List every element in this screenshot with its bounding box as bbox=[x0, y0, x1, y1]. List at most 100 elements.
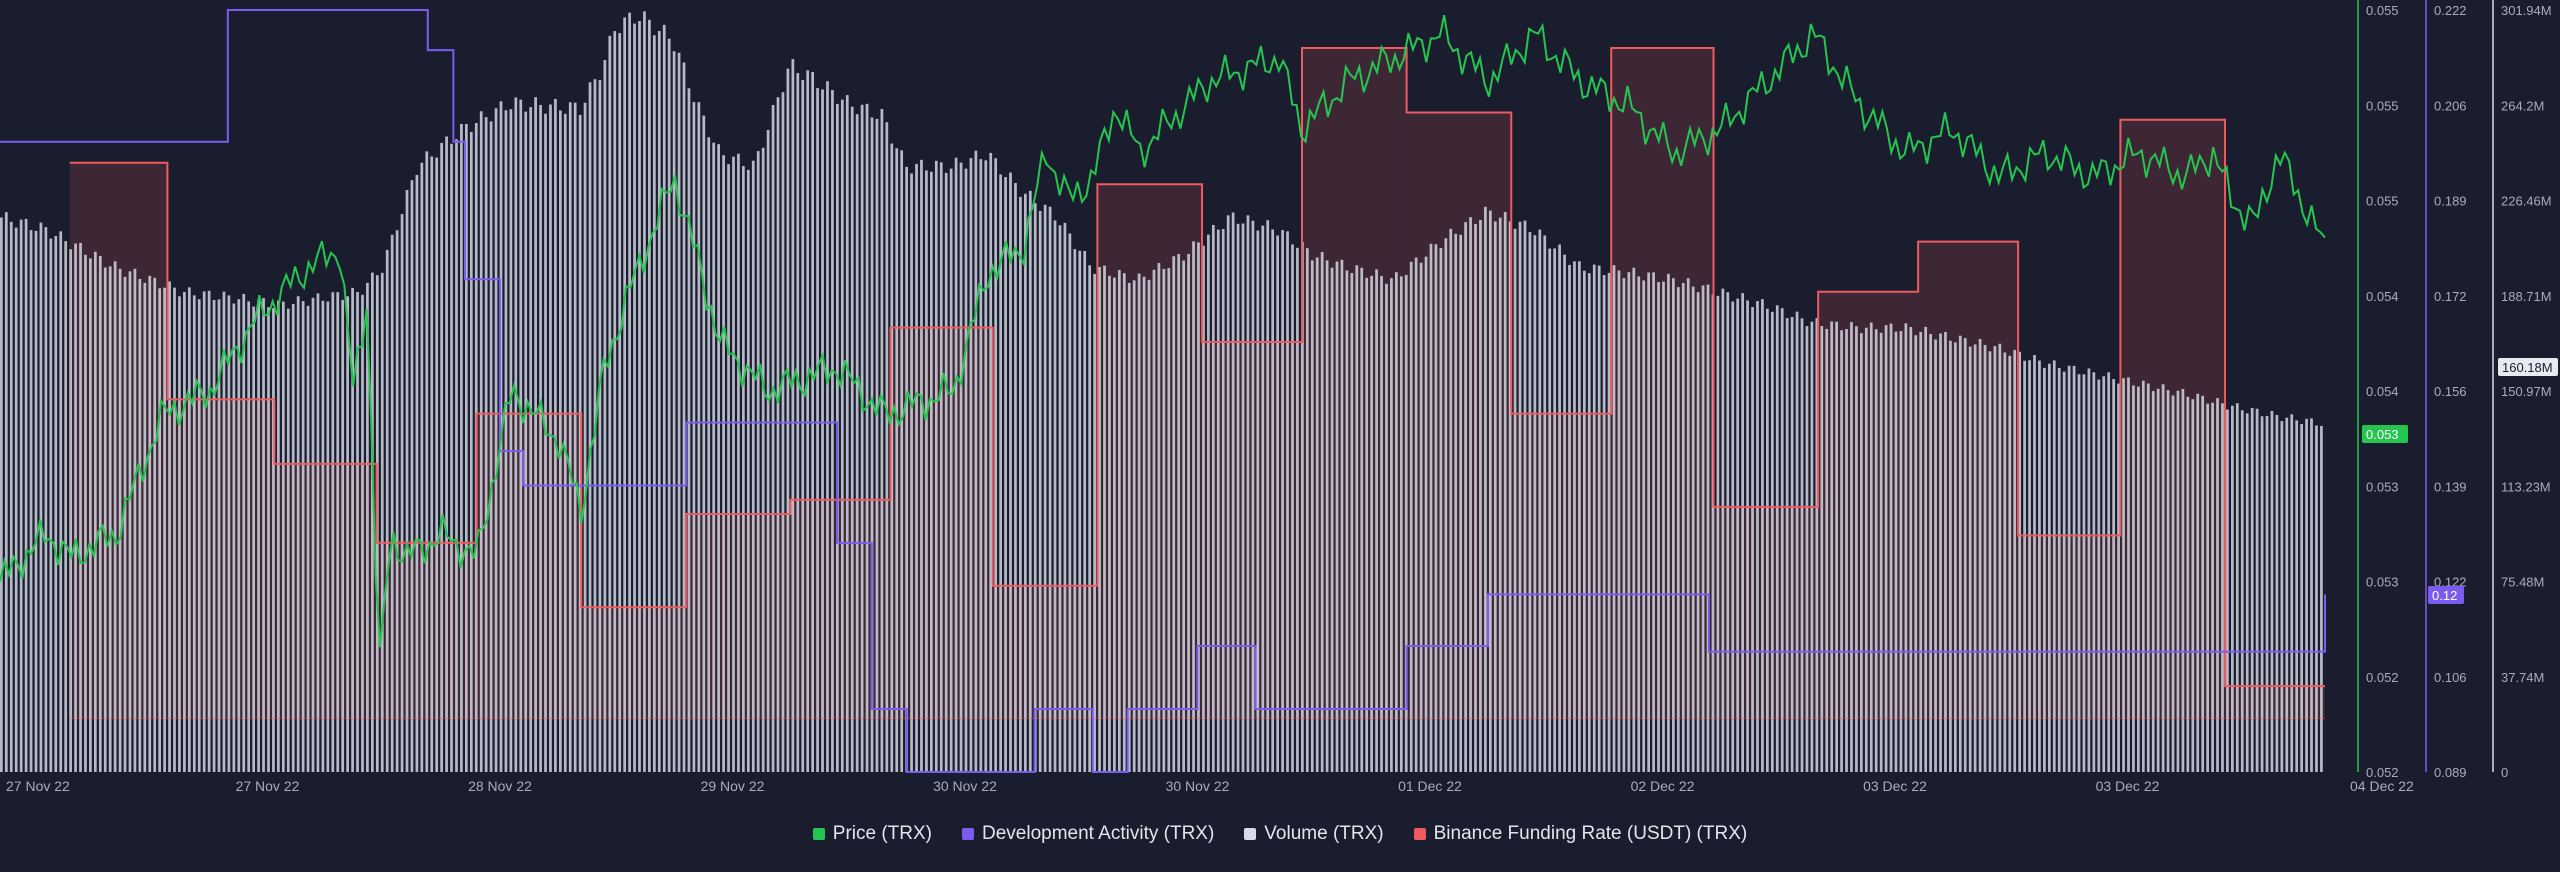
volume-bar bbox=[1627, 272, 1631, 772]
dev-activity-axis-tick-label: 0.222 bbox=[2434, 3, 2467, 18]
volume-bar bbox=[2176, 390, 2180, 772]
volume-bar bbox=[1780, 308, 1784, 772]
volume-bar bbox=[573, 102, 577, 772]
volume-bar bbox=[2122, 378, 2125, 772]
volume-bar bbox=[1676, 287, 1680, 772]
volume-bar bbox=[1429, 243, 1433, 772]
volume-bar bbox=[583, 102, 587, 772]
volume-bar bbox=[2255, 408, 2259, 772]
volume-bar bbox=[504, 110, 508, 772]
volume-bar bbox=[232, 303, 236, 772]
volume-bar bbox=[14, 227, 18, 773]
volume-bar bbox=[1241, 223, 1245, 772]
volume-bar bbox=[1563, 254, 1566, 772]
x-axis-tick-label: 01 Dec 22 bbox=[1398, 778, 1462, 794]
volume-bar bbox=[1305, 248, 1309, 772]
legend-item-volume[interactable]: Volume (TRX) bbox=[1244, 823, 1384, 845]
volume-bar bbox=[1508, 221, 1512, 773]
volume-bar bbox=[1716, 295, 1720, 772]
volume-bar bbox=[267, 307, 270, 772]
volume-bar bbox=[469, 131, 473, 772]
volume-bar bbox=[786, 68, 790, 773]
volume-bar bbox=[222, 291, 226, 772]
volume-bar bbox=[1216, 229, 1220, 773]
volume-bar bbox=[2300, 424, 2303, 772]
volume-bar bbox=[756, 151, 760, 772]
volume-bar bbox=[742, 165, 745, 772]
legend-item-funding-rate[interactable]: Binance Funding Rate (USDT) (TRX) bbox=[1413, 823, 1747, 845]
volume-bar bbox=[1731, 301, 1735, 772]
volume-bar bbox=[974, 150, 978, 772]
volume-bar bbox=[979, 159, 983, 772]
volume-bar bbox=[29, 230, 33, 773]
volume-bar bbox=[1424, 256, 1428, 772]
volume-bar bbox=[1795, 311, 1799, 772]
volume-bar bbox=[1741, 293, 1744, 772]
volume-bar bbox=[1147, 279, 1151, 772]
volume-bar bbox=[930, 171, 933, 772]
x-axis-tick-label: 30 Nov 22 bbox=[933, 778, 997, 794]
volume-bar bbox=[618, 33, 622, 773]
volume-bar bbox=[1370, 275, 1373, 772]
volume-bar bbox=[1686, 278, 1690, 772]
volume-bar bbox=[1444, 238, 1448, 773]
funding-rate-segment bbox=[1406, 112, 1512, 719]
volume-bar bbox=[1533, 235, 1537, 772]
volume-bar bbox=[964, 168, 968, 773]
volume-bar bbox=[2310, 418, 2313, 772]
volume-bar bbox=[1558, 244, 1561, 772]
volume-bar bbox=[39, 222, 43, 773]
legend-item-dev-activity[interactable]: Development Activity (TRX) bbox=[962, 823, 1214, 845]
volume-bar bbox=[1474, 223, 1477, 773]
volume-bar bbox=[2275, 414, 2279, 772]
x-axis-tick-label: 02 Dec 22 bbox=[1631, 778, 1695, 794]
dev-activity-axis-tick-label: 0.089 bbox=[2434, 765, 2467, 780]
legend-swatch-price bbox=[812, 828, 825, 840]
volume-bar bbox=[707, 137, 711, 773]
volume-bar bbox=[1756, 301, 1759, 772]
volume-bar bbox=[826, 81, 829, 772]
volume-bar bbox=[1983, 344, 1987, 772]
volume-bar bbox=[840, 99, 844, 772]
volume-bar bbox=[2013, 349, 2017, 772]
volume-bar bbox=[1830, 321, 1834, 772]
legend-item-price[interactable]: Price (TRX) bbox=[812, 823, 932, 845]
volume-bar bbox=[717, 144, 721, 772]
volume-bar bbox=[1785, 318, 1789, 772]
volume-bar bbox=[143, 282, 147, 772]
volume-bar bbox=[623, 17, 627, 772]
volume-bar bbox=[1543, 235, 1547, 773]
volume-bar bbox=[1622, 278, 1626, 772]
volume-bar bbox=[113, 261, 117, 772]
volume-bar bbox=[425, 151, 429, 773]
volume-bar bbox=[1825, 328, 1829, 772]
volume-bar bbox=[1874, 329, 1878, 772]
volume-bar bbox=[1919, 331, 1923, 772]
volume-bar bbox=[687, 88, 691, 773]
dev-activity-axis-tick-label: 0.106 bbox=[2434, 670, 2467, 685]
volume-bar bbox=[252, 306, 256, 772]
volume-axis-tick-label: 37.74M bbox=[2501, 670, 2544, 685]
volume-bar bbox=[395, 230, 399, 773]
volume-bar bbox=[1137, 273, 1141, 772]
volume-bar bbox=[2191, 399, 2195, 772]
volume-bar bbox=[148, 275, 152, 772]
volume-bar bbox=[242, 293, 246, 772]
volume-bar bbox=[2033, 355, 2036, 772]
volume-bar bbox=[326, 301, 330, 772]
volume-bar bbox=[1211, 224, 1215, 772]
volume-bar bbox=[1048, 206, 1052, 773]
legend-swatch-dev-activity bbox=[962, 828, 974, 840]
legend-swatch-volume bbox=[1244, 828, 1257, 840]
volume-bar bbox=[455, 139, 458, 773]
volume-bar bbox=[1246, 215, 1250, 773]
volume-bar bbox=[697, 102, 701, 773]
volume-bar bbox=[959, 162, 963, 772]
volume-bar bbox=[603, 60, 607, 773]
volume-bar bbox=[484, 117, 488, 773]
volume-bar bbox=[1657, 282, 1660, 772]
volume-bar bbox=[197, 299, 201, 772]
funding-rate-segment bbox=[274, 463, 377, 719]
volume-axis-tick-label: 264.2M bbox=[2501, 98, 2544, 113]
volume-bar bbox=[489, 121, 493, 772]
